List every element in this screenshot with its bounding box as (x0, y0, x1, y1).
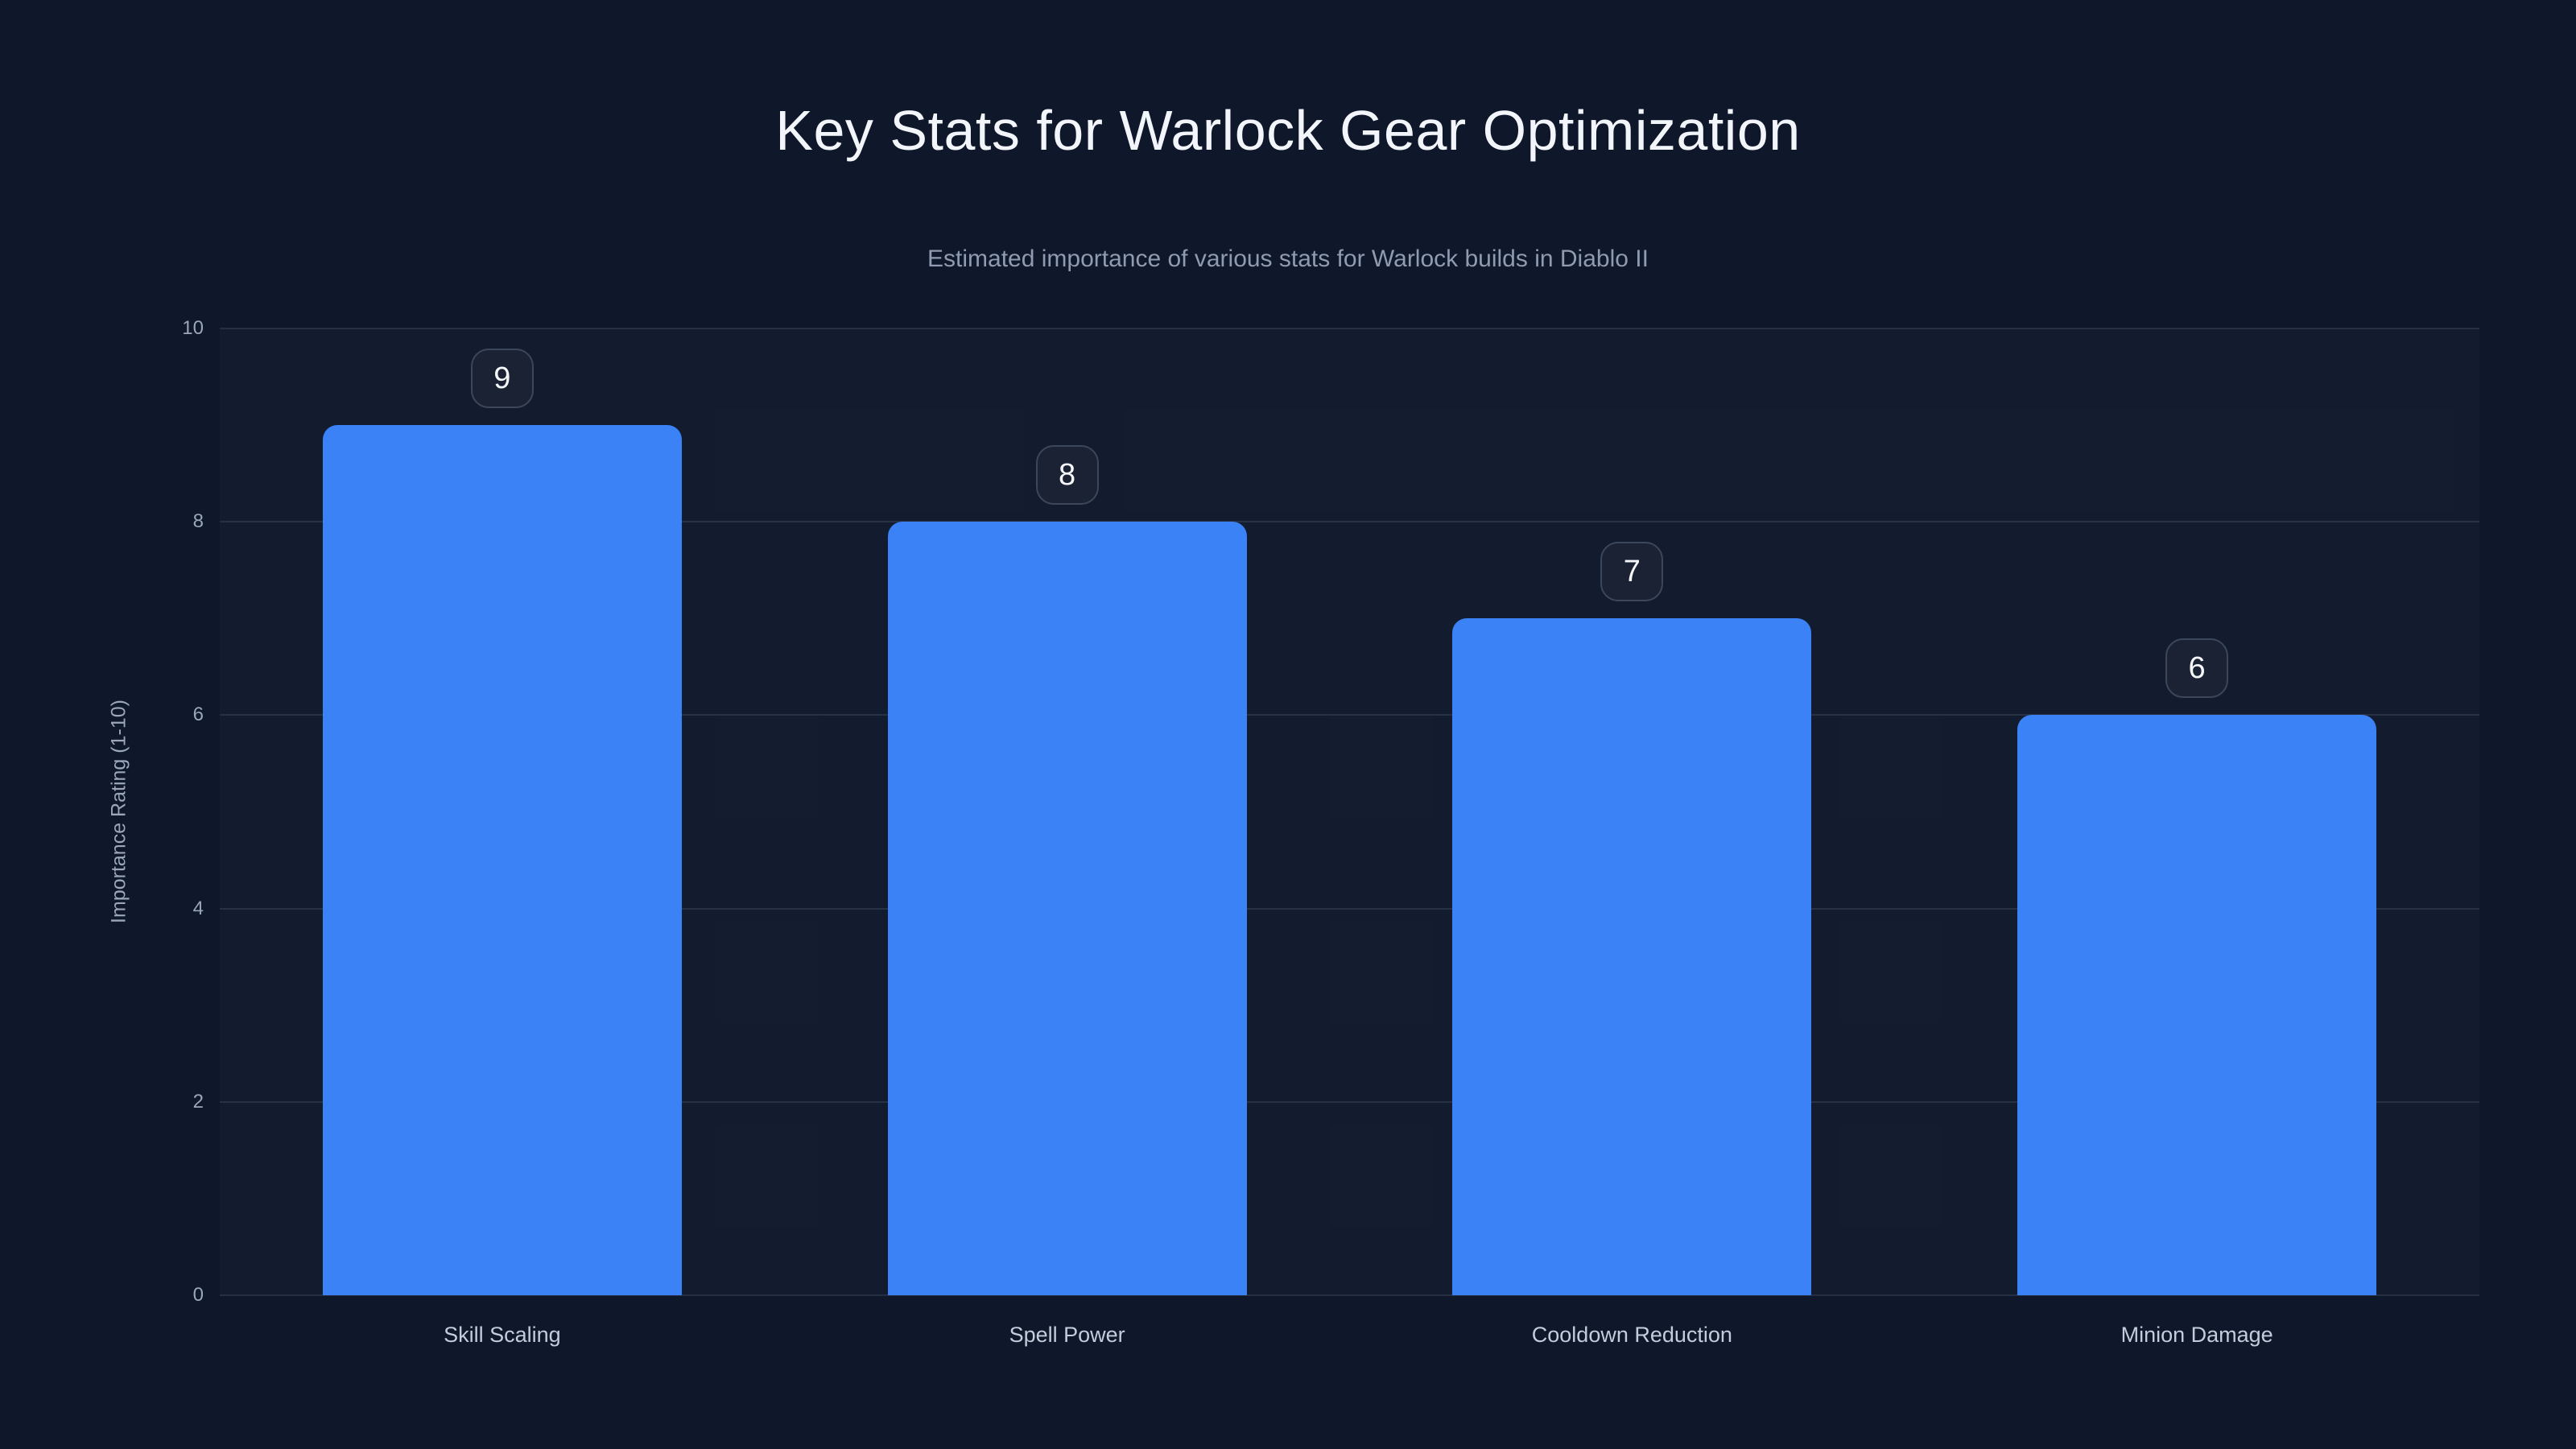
value-badge: 6 (2165, 638, 2229, 699)
gridline (220, 714, 2479, 716)
gridline (220, 1100, 2479, 1103)
chart-title: Key Stats for Warlock Gear Optimization (775, 99, 1801, 162)
chart-subtitle: Estimated importance of various stats fo… (927, 246, 1649, 272)
y-tick-label: 2 (192, 1090, 204, 1113)
x-axis-label: Minion Damage (2120, 1323, 2273, 1347)
y-tick-label: 0 (192, 1284, 204, 1306)
gridline (220, 521, 2479, 523)
value-badge: 9 (470, 349, 534, 409)
gridline (220, 1294, 2479, 1296)
bar-minion-damage (2017, 715, 2377, 1295)
bar-skill-scaling (322, 425, 682, 1295)
x-axis-label: Cooldown Reduction (1531, 1323, 1732, 1347)
gridline (220, 907, 2479, 910)
y-tick-label: 8 (192, 510, 204, 533)
y-tick-label: 4 (192, 897, 204, 919)
value-badge: 8 (1035, 445, 1099, 506)
bar-spell-power (887, 522, 1247, 1295)
gridline (220, 328, 2479, 329)
x-axis-label: Skill Scaling (444, 1323, 561, 1347)
x-axis-label: Spell Power (1009, 1323, 1125, 1347)
plot-area: 9 8 7 6 (220, 328, 2479, 1296)
y-tick-label: 6 (192, 704, 204, 726)
value-badge: 7 (1600, 542, 1664, 602)
y-axis-title: Importance Rating (1-10) (107, 700, 130, 923)
y-tick-label: 10 (182, 317, 204, 339)
bar-cooldown-reduction (1452, 618, 1812, 1295)
